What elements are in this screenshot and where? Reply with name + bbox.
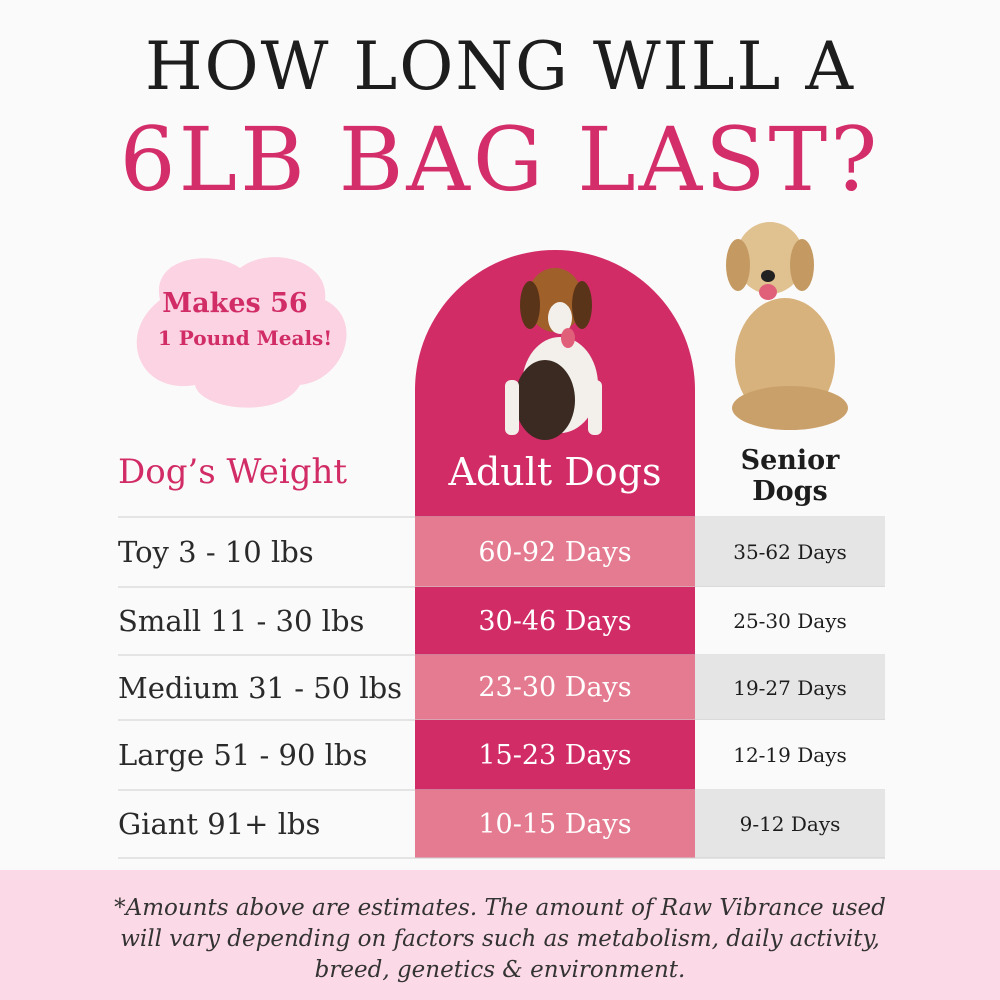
adult-cell-bg bbox=[415, 655, 695, 720]
senior-cell-bg bbox=[695, 517, 885, 587]
title-line-1: HOW LONG WILL A bbox=[144, 28, 856, 105]
weight-cell: Medium 31 - 50 lbs bbox=[118, 670, 403, 705]
column-header: Adult Dogs bbox=[448, 450, 662, 494]
senior-cell-bg bbox=[695, 655, 885, 720]
footnote-line: will vary depending on factors such as m… bbox=[120, 926, 880, 952]
senior-cell: 35-62 Days bbox=[733, 540, 847, 564]
adult-cell-bg bbox=[415, 720, 695, 790]
footnote-line: *Amounts above are estimates. The amount… bbox=[114, 895, 886, 921]
senior-cell: 19-27 Days bbox=[733, 675, 847, 700]
senior-cell-bg bbox=[695, 720, 885, 790]
badge-line-2: 1 Pound Meals! bbox=[157, 326, 333, 350]
adult-cell: 10-15 Days bbox=[478, 808, 632, 840]
weight-cell: Giant 91+ lbs bbox=[118, 807, 321, 841]
footnote: *Amounts above are estimates. The amount… bbox=[0, 893, 1000, 986]
table-graphics bbox=[118, 516, 885, 859]
adult-cell: 60-92 Days bbox=[478, 536, 632, 568]
column-header: Senior Dogs bbox=[740, 445, 840, 507]
retriever-illustration bbox=[726, 222, 848, 430]
adult-cell-bg bbox=[415, 587, 695, 655]
senior-cell: 12-19 Days bbox=[733, 743, 847, 767]
senior-cell-bg bbox=[695, 587, 885, 655]
adult-cell: 23-30 Days bbox=[478, 672, 632, 703]
column-header: Dog’s Weight bbox=[118, 452, 348, 492]
adult-cell-bg bbox=[415, 790, 695, 858]
adult-cell: 15-23 Days bbox=[478, 739, 632, 771]
weight-cell: Small 11 - 30 lbs bbox=[118, 604, 365, 638]
weight-cell: Toy 3 - 10 lbs bbox=[118, 535, 314, 569]
senior-cell-bg bbox=[695, 790, 885, 858]
weight-cell: Large 51 - 90 lbs bbox=[118, 738, 368, 772]
badge-cloud bbox=[136, 257, 347, 408]
senior-cell: 25-30 Days bbox=[733, 609, 847, 633]
beagle-illustration bbox=[505, 268, 602, 440]
badge-line-1: Makes 56 bbox=[162, 288, 308, 319]
adult-cell: 30-46 Days bbox=[478, 605, 632, 637]
adult-cell-bg bbox=[415, 517, 695, 587]
title-line-2: 6LB BAG LAST? bbox=[119, 108, 881, 211]
senior-cell: 9-12 Days bbox=[739, 812, 841, 836]
footnote-band bbox=[0, 870, 1000, 1000]
footnote-line: breed, genetics & environment. bbox=[314, 957, 686, 983]
